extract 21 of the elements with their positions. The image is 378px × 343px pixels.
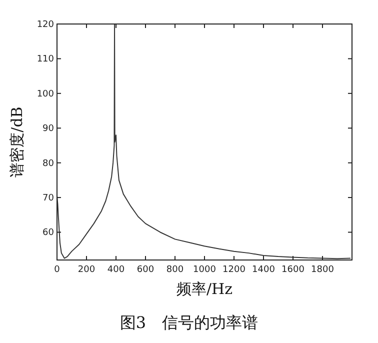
line-series [56, 24, 352, 260]
y-axis-title: 谱密度/dB [8, 106, 26, 178]
y-tick-label: 110 [36, 54, 54, 65]
y-tick-label: 60 [42, 228, 54, 238]
x-tick-label: 0 [54, 265, 60, 275]
x-tick-label: 1600 [282, 265, 305, 275]
x-tick-label: 200 [78, 265, 96, 275]
x-tick-label: 800 [166, 265, 184, 275]
y-tick-label: 80 [42, 158, 54, 169]
x-tick-label: 600 [136, 265, 154, 275]
x-tick-label: 400 [107, 265, 125, 275]
y-tick-label: 90 [42, 124, 54, 134]
y-tick-label: 120 [36, 20, 54, 30]
x-tick-label: 1200 [222, 265, 246, 275]
y-tick-label: 70 [42, 194, 54, 204]
y-tick-label: 100 [36, 89, 54, 100]
x-tick-label: 1800 [311, 265, 334, 275]
caption: 图3 信号的功率谱 [120, 313, 258, 332]
x-axis-title: 频率/Hz [176, 280, 233, 298]
x-tick-label: 1000 [193, 265, 216, 275]
x-tick-label: 1400 [252, 265, 276, 275]
